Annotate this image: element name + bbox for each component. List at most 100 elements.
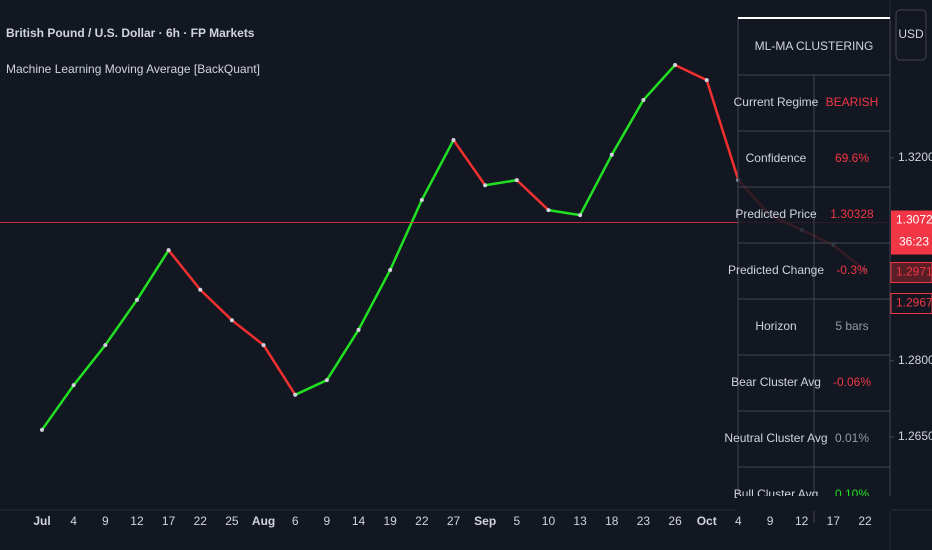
price-tag-label: 1.30725 bbox=[896, 213, 932, 227]
table-clip bbox=[737, 496, 891, 511]
ma-segment bbox=[357, 268, 392, 332]
price-point bbox=[609, 152, 614, 157]
price-point bbox=[198, 287, 203, 292]
price-point bbox=[324, 378, 329, 383]
price-tag bbox=[890, 293, 932, 315]
ma-segment bbox=[72, 343, 107, 387]
ma-segment bbox=[40, 383, 75, 432]
ma-segment bbox=[135, 248, 170, 302]
ma-segment bbox=[483, 178, 519, 187]
price-tag-label: 1.29678 bbox=[896, 296, 932, 310]
row-value: 69.6% bbox=[835, 151, 869, 165]
ma-segment bbox=[547, 208, 582, 217]
x-tick-label: 22 bbox=[415, 514, 429, 528]
price-point bbox=[451, 138, 456, 143]
x-tick-label: Jul bbox=[33, 514, 50, 528]
row-value: 1.30328 bbox=[830, 207, 874, 221]
row-value: 5 bars bbox=[835, 319, 868, 333]
price-point bbox=[641, 97, 646, 102]
x-tick-label: 27 bbox=[447, 514, 461, 528]
x-tick-label: 13 bbox=[573, 514, 587, 528]
x-tick-label: 9 bbox=[324, 514, 331, 528]
row-value: -0.3% bbox=[836, 263, 868, 277]
price-point bbox=[103, 343, 108, 348]
price-point bbox=[293, 392, 298, 397]
ma-segment bbox=[420, 138, 455, 202]
ma-segment bbox=[642, 63, 677, 102]
price-point bbox=[71, 383, 76, 388]
x-tick-label: 25 bbox=[225, 514, 239, 528]
row-label: Horizon bbox=[755, 319, 796, 333]
price-point bbox=[546, 208, 551, 213]
x-tick-label: Sep bbox=[474, 514, 496, 528]
price-point bbox=[483, 183, 488, 188]
ma-segment bbox=[452, 138, 487, 187]
x-tick-label: 9 bbox=[767, 514, 774, 528]
x-tick-label: 17 bbox=[162, 514, 176, 528]
price-point bbox=[166, 248, 171, 253]
x-tick-label: 12 bbox=[130, 514, 144, 528]
y-tick-label: 1.28000 bbox=[898, 353, 932, 367]
x-tick-label: 18 bbox=[605, 514, 619, 528]
table-title: ML-MA CLUSTERING bbox=[755, 39, 874, 53]
row-value: 0.01% bbox=[835, 431, 869, 445]
ma-segment bbox=[104, 298, 139, 347]
row-label: Predicted Change bbox=[728, 263, 824, 277]
x-tick-label: 23 bbox=[637, 514, 651, 528]
row-label: Predicted Price bbox=[735, 207, 817, 221]
x-tick-label: 9 bbox=[102, 514, 109, 528]
x-tick-label: 4 bbox=[70, 514, 77, 528]
x-tick-label: 12 bbox=[795, 514, 809, 528]
price-point bbox=[578, 213, 583, 218]
ma-segment bbox=[230, 318, 265, 347]
x-tick-label: 26 bbox=[668, 514, 682, 528]
ma-segment bbox=[325, 328, 360, 382]
x-tick-label: 22 bbox=[194, 514, 208, 528]
x-tick-label: 10 bbox=[542, 514, 556, 528]
price-point bbox=[514, 178, 519, 183]
price-point bbox=[419, 197, 424, 202]
ma-segment bbox=[673, 63, 708, 82]
x-tick-label: Aug bbox=[252, 514, 275, 528]
price-point bbox=[40, 427, 44, 432]
row-label: Current Regime bbox=[734, 95, 819, 109]
price-point bbox=[704, 78, 709, 83]
y-tick-label: 1.32000 bbox=[898, 150, 932, 164]
ma-segment bbox=[705, 78, 740, 182]
ma-segment bbox=[199, 288, 234, 322]
x-tick-label: 19 bbox=[384, 514, 398, 528]
chart-title: British Pound / U.S. Dollar · 6h · FP Ma… bbox=[6, 26, 255, 40]
price-point bbox=[673, 62, 678, 67]
x-tick-label: 4 bbox=[735, 514, 742, 528]
ma-segment bbox=[167, 248, 202, 292]
x-tick-label: 14 bbox=[352, 514, 366, 528]
row-label: Confidence bbox=[746, 151, 807, 165]
price-tag bbox=[890, 262, 932, 284]
row-value: BEARISH bbox=[826, 95, 879, 109]
x-tick-label: 5 bbox=[513, 514, 520, 528]
ma-segment bbox=[293, 378, 329, 397]
x-tick-label: Oct bbox=[697, 514, 717, 528]
price-point bbox=[356, 327, 361, 332]
x-tick-label: 6 bbox=[292, 514, 299, 528]
ma-segment bbox=[262, 343, 297, 397]
row-label: Bear Cluster Avg bbox=[731, 375, 821, 389]
ma-segment bbox=[610, 98, 645, 157]
price-point bbox=[134, 297, 139, 302]
row-label: Neutral Cluster Avg bbox=[724, 431, 827, 445]
x-tick-label: 17 bbox=[827, 514, 841, 528]
y-tick-label: 1.26500 bbox=[898, 429, 932, 443]
price-tag bbox=[891, 210, 932, 255]
currency-label: USD bbox=[898, 27, 924, 41]
ma-segment bbox=[388, 198, 424, 272]
price-tag-label: 1.29710 bbox=[896, 265, 932, 279]
price-point bbox=[388, 267, 393, 272]
currency-button[interactable] bbox=[895, 9, 927, 61]
row-value: -0.06% bbox=[833, 375, 871, 389]
x-tick-label: 22 bbox=[858, 514, 872, 528]
countdown: 36:23 bbox=[899, 235, 929, 249]
indicator-name: Machine Learning Moving Average [BackQua… bbox=[6, 62, 260, 76]
ma-segment bbox=[578, 153, 614, 217]
ma-segment bbox=[515, 178, 550, 212]
